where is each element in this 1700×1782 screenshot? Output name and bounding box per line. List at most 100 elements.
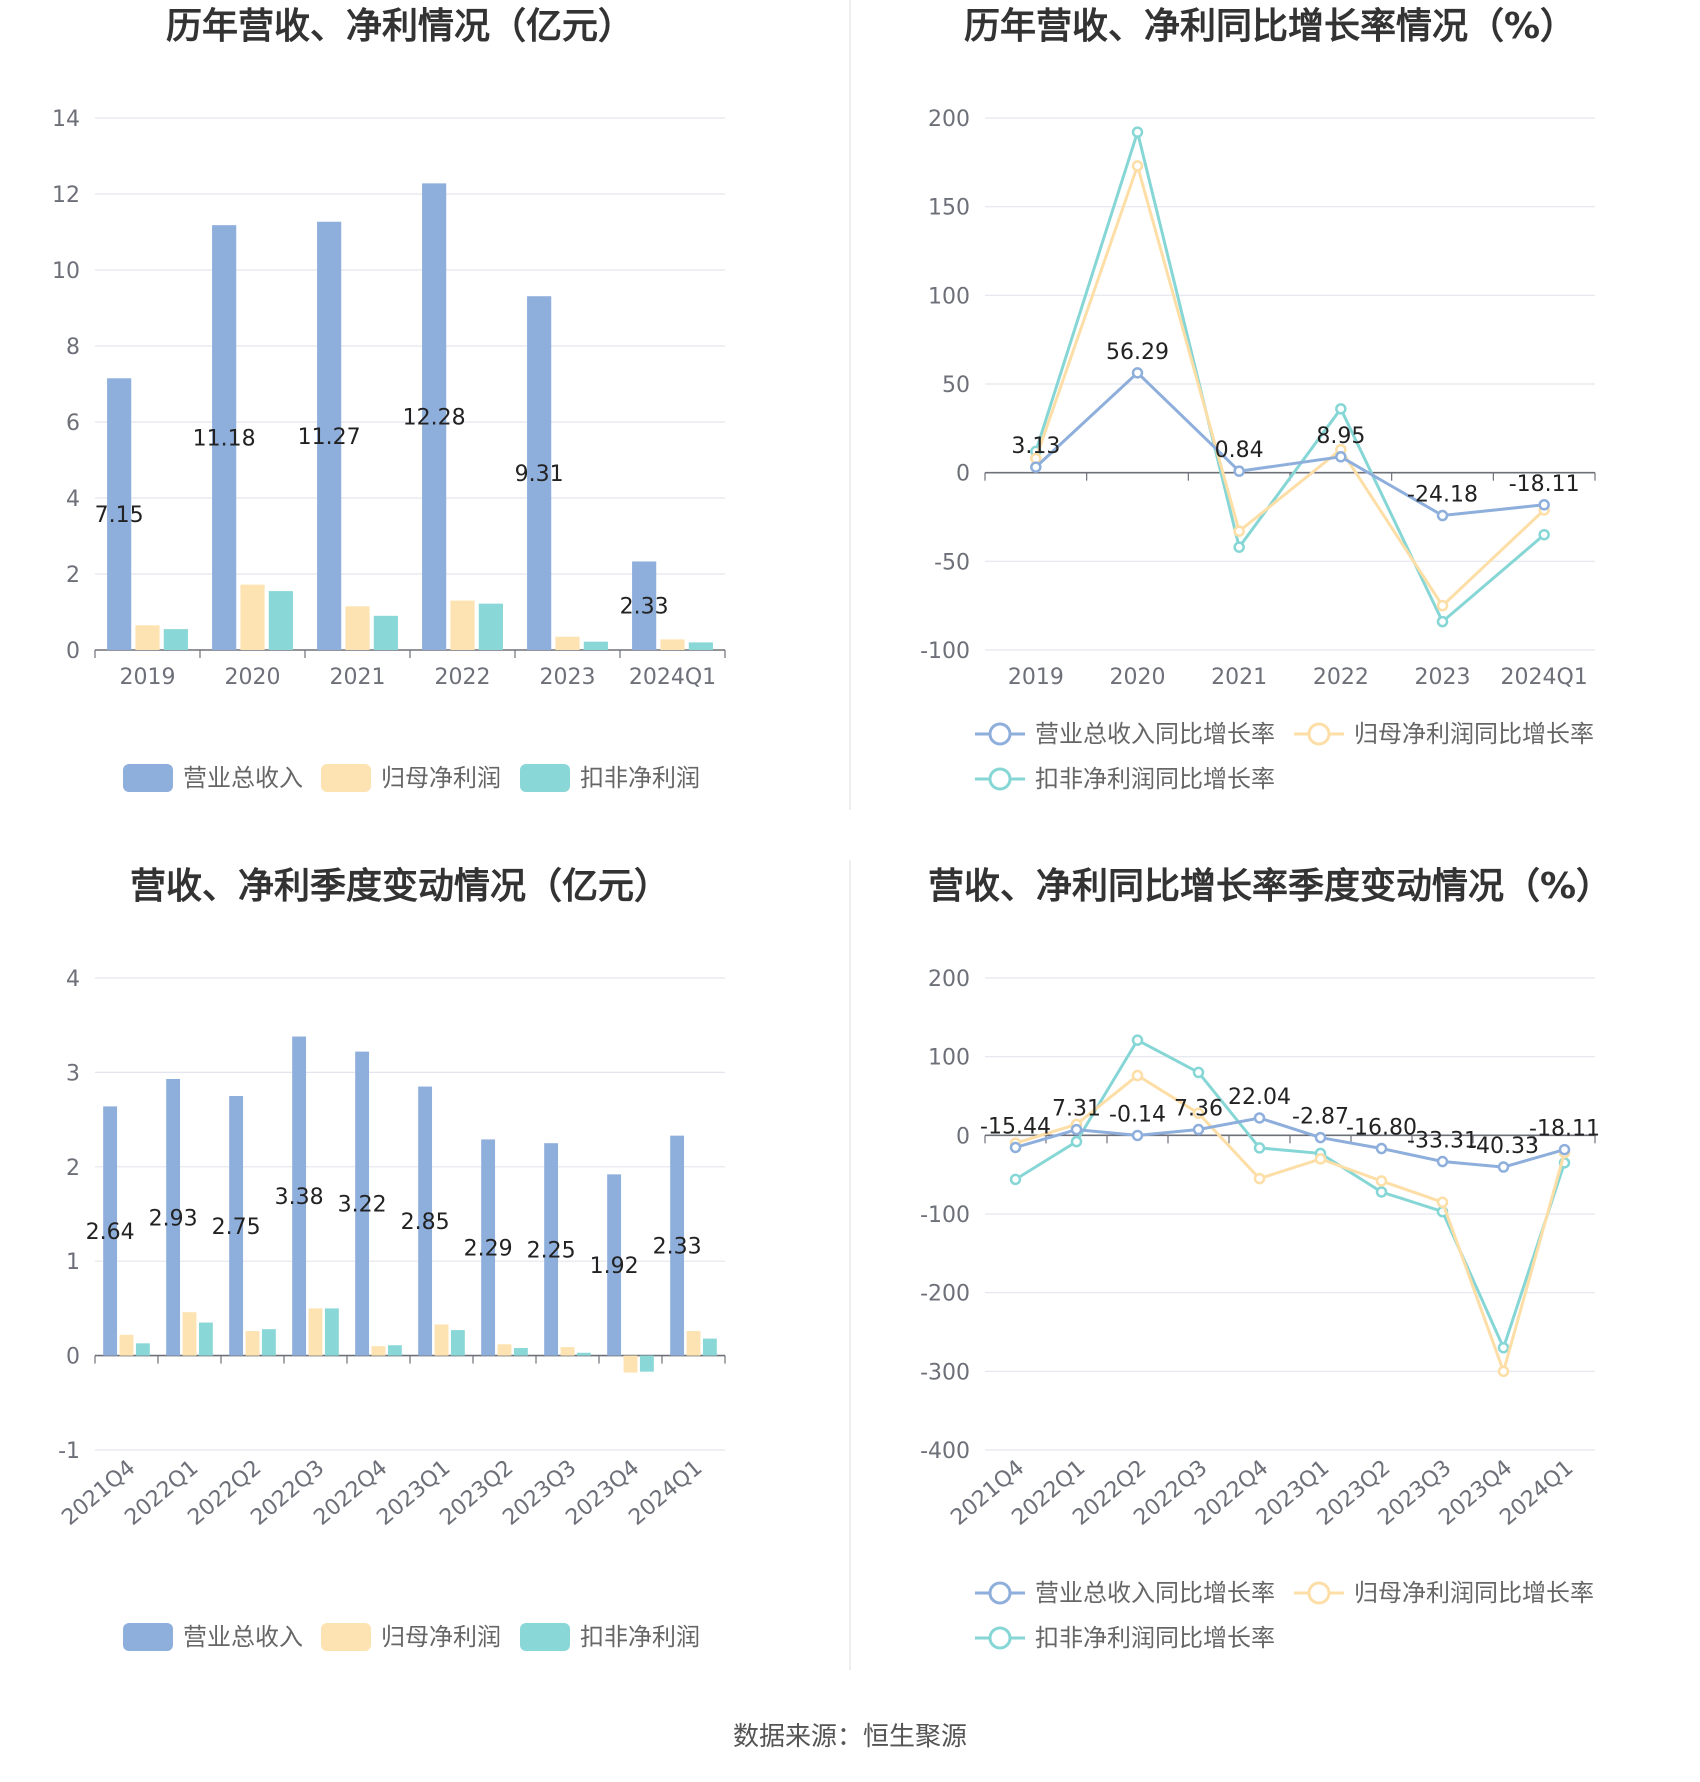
y-tick-label: 8	[66, 335, 80, 360]
chart-title: 营收、净利同比增长率季度变动情况（%）	[928, 865, 1612, 907]
legend: 营业总收入 归母净利润 扣非净利润	[123, 764, 700, 792]
y-tick-label: 2	[66, 1156, 80, 1181]
bar-revenue	[632, 561, 657, 650]
chart-quarterly_growth: 营收、净利同比增长率季度变动情况（%） -400 -300 -200 -100 0 100 2…	[920, 865, 1612, 1652]
point-revenue-growth	[1436, 509, 1449, 522]
legend-label-revenue: 营业总收入同比增长率	[1035, 1579, 1275, 1607]
data-label-revenue-growth: 7.36	[1174, 1097, 1223, 1122]
chart-title: 营收、净利季度变动情况（亿元）	[130, 865, 670, 907]
bar-revenue	[212, 225, 237, 650]
bar-net-profit	[660, 639, 685, 650]
data-label-revenue-growth: 3.13	[1011, 434, 1060, 459]
y-tick-label: 4	[66, 967, 80, 992]
legend-swatch-deducted-profit	[520, 764, 570, 792]
x-tick-label: 2021	[330, 665, 386, 690]
bar-deducted-profit	[373, 615, 398, 650]
point-revenue-growth	[1131, 367, 1144, 379]
data-label-revenue-growth: 56.29	[1106, 340, 1169, 365]
bar-net-profit	[308, 1308, 323, 1356]
point-revenue-growth	[1253, 1112, 1266, 1124]
point-revenue-growth	[1436, 1155, 1449, 1168]
y-tick-label: -50	[934, 550, 970, 575]
data-label-revenue: 2.64	[86, 1220, 135, 1245]
x-tick-label: 2022	[1313, 665, 1369, 690]
bar-deducted-profit	[583, 641, 608, 650]
point-net-profit-growth	[1497, 1365, 1510, 1378]
x-tick-label: 2024Q1	[629, 665, 716, 690]
bar-net-profit	[119, 1334, 134, 1356]
data-label-revenue-growth: -40.33	[1468, 1134, 1539, 1159]
point-revenue-growth	[1538, 499, 1550, 511]
data-label-revenue-growth: 8.95	[1316, 424, 1365, 449]
y-tick-label: -300	[920, 1360, 970, 1385]
x-tick-label: 2019	[120, 665, 176, 690]
series-line-net-profit-growth	[1034, 160, 1546, 609]
bar-deducted-profit	[639, 1355, 654, 1372]
legend-marker-revenue	[988, 722, 1012, 746]
point-deducted-growth	[1497, 1341, 1510, 1354]
point-revenue-growth	[1192, 1123, 1205, 1136]
y-tick-label: 0	[956, 462, 970, 487]
legend-label-net-profit: 归母净利润	[381, 1623, 501, 1651]
bar-deducted-profit	[268, 591, 293, 650]
bar-revenue	[418, 1086, 433, 1356]
bar-net-profit	[497, 1344, 512, 1356]
bar-revenue	[670, 1135, 685, 1356]
point-revenue-growth	[1009, 1141, 1022, 1154]
bar-net-profit	[555, 636, 580, 650]
bar-revenue	[166, 1079, 181, 1356]
data-label-revenue-growth: -0.14	[1109, 1102, 1166, 1127]
bar-revenue	[544, 1143, 559, 1356]
series-line-revenue-growth	[1034, 370, 1545, 518]
point-revenue-growth	[1314, 1131, 1327, 1144]
series-line-net-profit-growth	[1015, 1073, 1566, 1377]
point-revenue-growth	[1070, 1123, 1083, 1136]
bar-revenue	[422, 183, 447, 651]
legend-label-deducted-profit: 扣非净利润同比增长率	[1035, 1624, 1275, 1652]
x-tick-label: 2019	[1008, 665, 1064, 690]
y-tick-label: -100	[920, 639, 970, 664]
point-net-profit-growth	[1436, 1196, 1449, 1208]
point-revenue-growth	[1131, 1129, 1144, 1142]
data-label-revenue: 2.33	[653, 1235, 702, 1260]
y-tick-label: 1	[66, 1250, 80, 1275]
data-label-revenue: 12.28	[403, 406, 466, 431]
point-deducted-growth	[1233, 541, 1245, 553]
bar-revenue	[481, 1139, 496, 1356]
data-label-revenue-growth: 7.31	[1052, 1097, 1101, 1122]
bar-net-profit	[240, 584, 265, 650]
y-tick-label: 0	[66, 1345, 80, 1370]
series-line-deducted-growth	[1014, 1038, 1566, 1352]
point-revenue-growth	[1233, 465, 1245, 477]
data-label-revenue-growth: -16.80	[1346, 1116, 1417, 1141]
bar-deducted-profit	[450, 1330, 465, 1356]
x-tick-label: 2024Q1	[1501, 665, 1588, 690]
y-tick-label: -200	[920, 1282, 970, 1307]
bar-revenue	[607, 1174, 622, 1356]
legend-marker-deducted-profit	[988, 1626, 1012, 1650]
series-line-deducted-growth	[1034, 126, 1546, 625]
bar-revenue	[107, 378, 132, 650]
point-deducted-growth	[1009, 1173, 1022, 1186]
chart-annual_values: 历年营收、净利情况（亿元） 0 2 4 6 8 10 12 14 2019 2020 2021 2022…	[52, 6, 726, 792]
bar-deducted-profit	[163, 629, 188, 650]
bar-deducted-profit	[478, 603, 503, 650]
bar-net-profit	[245, 1331, 260, 1356]
bar-revenue	[103, 1106, 118, 1356]
data-label-revenue: 2.33	[620, 595, 669, 620]
bar-net-profit	[371, 1346, 386, 1356]
bar-net-profit	[623, 1355, 638, 1373]
data-label-revenue: 3.22	[338, 1193, 387, 1218]
bar-deducted-profit	[387, 1345, 402, 1356]
bar-deducted-profit	[261, 1329, 276, 1356]
y-tick-label: 2	[66, 563, 80, 588]
bar-net-profit	[182, 1312, 197, 1356]
legend-swatch-revenue	[123, 764, 173, 792]
x-tick-label: 2023	[540, 665, 596, 690]
x-tick-label: 2022	[435, 665, 491, 690]
bar-deducted-profit	[513, 1348, 528, 1356]
data-label-revenue-growth: 22.04	[1228, 1085, 1291, 1110]
point-deducted-growth	[1375, 1186, 1388, 1198]
